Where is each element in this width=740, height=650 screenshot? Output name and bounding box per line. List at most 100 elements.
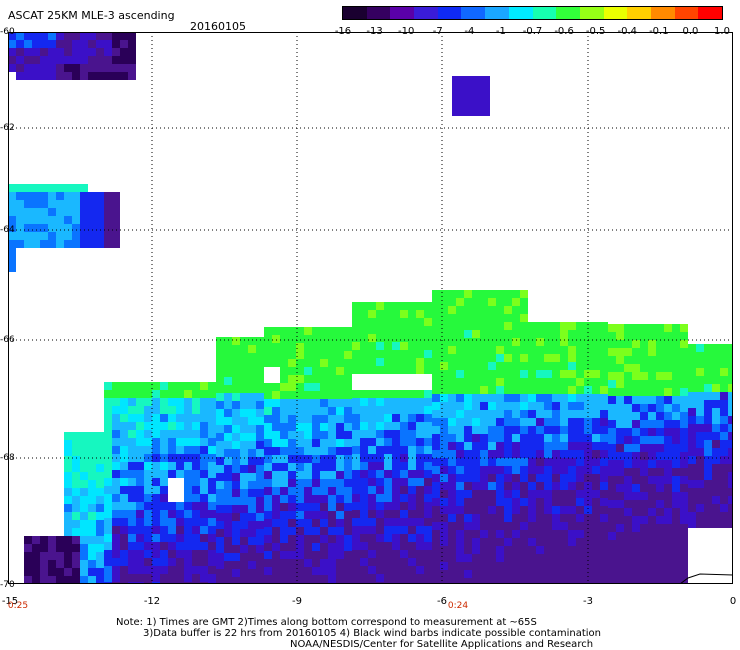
legend-swatch: [603, 7, 628, 19]
map-cell: [40, 64, 48, 72]
map-cell: [168, 558, 176, 566]
map-cell: [464, 570, 472, 578]
map-cell: [656, 332, 664, 340]
map-cell: [200, 382, 208, 390]
map-cell: [376, 526, 384, 534]
map-cell: [464, 514, 472, 522]
map-cell: [368, 438, 376, 446]
map-cell: [584, 418, 592, 426]
map-cell: [304, 335, 312, 343]
map-cell: [368, 470, 376, 478]
map-cell: [64, 64, 72, 72]
map-cell: [256, 513, 264, 521]
map-cell: [496, 530, 504, 538]
map-cell: [376, 350, 384, 358]
map-cell: [568, 426, 576, 434]
map-cell: [648, 396, 656, 404]
map-cell: [576, 442, 584, 450]
map-cell: [288, 495, 296, 503]
map-cell: [344, 407, 352, 415]
map-cell: [416, 366, 424, 374]
legend-swatch: [579, 7, 604, 19]
map-cell: [440, 314, 448, 322]
map-cell: [200, 574, 208, 582]
map-cell: [64, 72, 72, 80]
map-cell: [568, 322, 576, 330]
map-cell: [424, 446, 432, 454]
map-cell: [712, 504, 720, 512]
map-cell: [288, 471, 296, 479]
map-cell: [504, 450, 512, 458]
map-cell: [312, 511, 320, 519]
map-cell: [384, 542, 392, 550]
map-cell: [224, 441, 232, 449]
map-cell: [536, 322, 544, 330]
map-cell: [376, 470, 384, 478]
map-cell: [320, 543, 328, 551]
map-cell: [376, 558, 384, 566]
map-cell: [536, 410, 544, 418]
map-cell: [632, 532, 640, 540]
map-cell: [464, 562, 472, 570]
map-cell: [496, 306, 504, 314]
map-cell: [344, 423, 352, 431]
map-cell: [600, 546, 608, 554]
legend-label: -4: [464, 26, 475, 37]
map-cell: [216, 441, 224, 449]
map-cell: [504, 506, 512, 514]
map-cell: [56, 56, 64, 64]
map-cell: [384, 406, 392, 414]
map-cell: [448, 498, 456, 506]
map-cell: [560, 450, 568, 458]
map-cell: [96, 456, 104, 464]
map-cell: [176, 502, 184, 510]
map-cell: [88, 232, 96, 240]
map-cell: [184, 510, 192, 518]
map-cell: [448, 410, 456, 418]
map-cell: [48, 64, 56, 72]
map-cell: [528, 394, 536, 402]
map-cell: [624, 492, 632, 500]
map-cell: [472, 338, 480, 346]
map-cell: [544, 538, 552, 546]
map-cell: [304, 567, 312, 575]
map-cell: [592, 482, 600, 490]
map-cell: [64, 232, 72, 240]
map-cell: [88, 48, 96, 56]
map-cell: [352, 318, 360, 326]
map-plot-area[interactable]: [8, 32, 733, 584]
map-cell: [392, 390, 400, 398]
map-cell: [576, 370, 584, 378]
map-cell: [320, 487, 328, 495]
map-cell: [64, 536, 72, 544]
map-cell: [584, 570, 592, 578]
map-cell: [232, 577, 240, 584]
map-cell: [392, 518, 400, 526]
map-cell: [240, 361, 248, 369]
map-cell: [704, 400, 712, 408]
map-cell: [632, 500, 640, 508]
map-cell: [712, 456, 720, 464]
map-cell: [512, 482, 520, 490]
map-cell: [536, 402, 544, 410]
map-cell: [456, 490, 464, 498]
map-cell: [440, 338, 448, 346]
map-cell: [696, 416, 704, 424]
map-cell: [424, 518, 432, 526]
map-cell: [656, 324, 664, 332]
map-cell: [408, 342, 416, 350]
map-cell: [368, 334, 376, 342]
map-cell: [128, 430, 136, 438]
map-cell: [248, 465, 256, 473]
map-cell: [536, 426, 544, 434]
map-cell: [360, 486, 368, 494]
map-cell: [240, 457, 248, 465]
map-cell: [72, 432, 80, 440]
map-cell: [344, 463, 352, 471]
map-cell: [328, 439, 336, 447]
map-cell: [536, 474, 544, 482]
map-cell: [280, 415, 288, 423]
map-cell: [584, 354, 592, 362]
map-cell: [264, 399, 272, 407]
map-cell: [280, 399, 288, 407]
